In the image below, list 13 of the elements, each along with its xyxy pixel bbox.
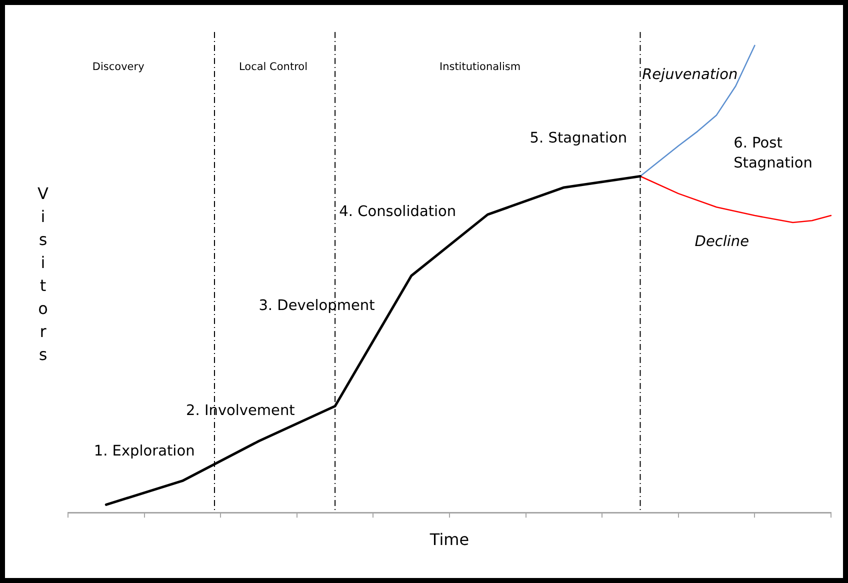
- annotation: 5. Stagnation: [530, 130, 628, 146]
- annotation: Discovery: [92, 61, 144, 74]
- annotation: Decline: [694, 234, 750, 250]
- y-axis-title: Visitors: [38, 184, 49, 364]
- annotation: 6. Post Stagnation: [734, 136, 812, 172]
- x-axis-title: Time: [428, 530, 470, 549]
- annotation: 1. Exploration: [94, 444, 195, 460]
- annotation: 4. Consolidation: [339, 204, 456, 220]
- annotation: Rejuvenation: [642, 66, 738, 83]
- annotation: Local Control: [238, 61, 308, 74]
- annotation: 3. Development: [258, 298, 376, 314]
- annotation: 2. Involvement: [186, 402, 296, 419]
- annotation: Institutionalism: [439, 61, 521, 74]
